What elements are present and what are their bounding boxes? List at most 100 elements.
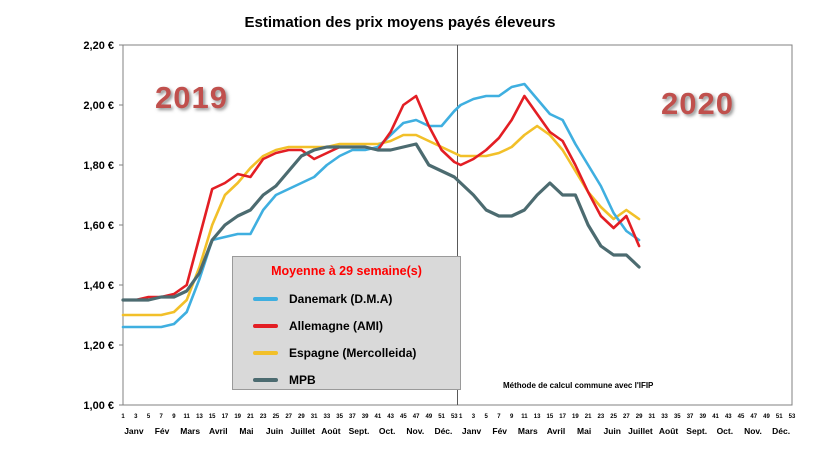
legend-item-allemagne: Allemagne (AMI) <box>233 312 460 339</box>
legend-item-espagne: Espagne (Mercolleida) <box>233 339 460 366</box>
week-tick-label: 47 <box>413 414 420 420</box>
week-tick-label: 49 <box>763 414 770 420</box>
month-label: Fév <box>155 426 170 436</box>
week-tick-label: 27 <box>623 414 630 420</box>
month-label: Avril <box>547 426 566 436</box>
week-tick-label: 31 <box>311 414 318 420</box>
month-label: Juin <box>266 426 283 436</box>
legend-label: Danemark (D.M.A) <box>289 291 393 306</box>
week-tick-label: 31 <box>648 414 655 420</box>
week-tick-label: 19 <box>234 414 241 420</box>
month-label: Août <box>659 426 679 436</box>
month-label: Juillet <box>628 426 653 436</box>
week-tick-label: 25 <box>610 414 617 420</box>
espagne-line-swatch-icon <box>253 350 278 355</box>
month-label: Nov. <box>406 426 424 436</box>
week-tick-label: 37 <box>349 414 356 420</box>
y-tick-label: 1,60 € <box>83 220 114 232</box>
week-tick-label: 5 <box>147 414 151 420</box>
month-label: Avril <box>209 426 228 436</box>
week-tick-label: 47 <box>750 414 757 420</box>
week-tick-label: 45 <box>738 414 745 420</box>
month-label: Janv <box>124 426 144 436</box>
week-tick-label: 17 <box>559 414 566 420</box>
month-label: Déc. <box>772 426 790 436</box>
week-tick-label: 37 <box>687 414 694 420</box>
week-tick-label: 25 <box>273 414 280 420</box>
week-tick-label: 17 <box>222 414 229 420</box>
week-tick-label: 11 <box>521 414 528 420</box>
week-tick-label: 33 <box>661 414 668 420</box>
month-label: Janv <box>462 426 482 436</box>
legend-label: Espagne (Mercolleida) <box>289 345 417 360</box>
allemagne-line-swatch-icon <box>253 323 278 328</box>
y-tick-label: 2,00 € <box>83 100 114 112</box>
legend-item-danemark: Danemark (D.M.A) <box>233 285 460 312</box>
series-line-mpb <box>121 142 641 302</box>
week-tick-label: 11 <box>184 414 191 420</box>
y-tick-label: 1,80 € <box>83 160 114 172</box>
legend-label: Allemagne (AMI) <box>289 318 384 333</box>
month-label: Déc. <box>434 426 452 436</box>
month-label: Mai <box>577 426 591 436</box>
calculation-method-note: Méthode de calcul commune avec l'IFIP <box>503 381 654 390</box>
week-tick-label: 5 <box>484 414 488 420</box>
week-tick-label: 53 <box>789 414 796 420</box>
month-label: Sept. <box>686 426 707 436</box>
month-label: Oct. <box>379 426 396 436</box>
month-label: Mai <box>239 426 253 436</box>
week-tick-label: 23 <box>260 414 267 420</box>
legend-title: Moyenne à 29 semaine(s) <box>271 264 422 278</box>
week-tick-label: 9 <box>172 414 176 420</box>
week-tick-label: 29 <box>636 414 643 420</box>
week-tick-label: 13 <box>534 414 541 420</box>
week-tick-label: 23 <box>598 414 605 420</box>
y-tick-label: 2,20 € <box>83 40 114 52</box>
series-line-allemagne <box>121 94 641 302</box>
month-label: Sept. <box>349 426 370 436</box>
week-tick-label: 33 <box>324 414 331 420</box>
week-tick-label: 21 <box>585 414 592 420</box>
week-tick-label: 35 <box>336 414 343 420</box>
week-tick-label: 45 <box>400 414 407 420</box>
week-tick-label: 7 <box>497 414 501 420</box>
y-tick-label: 1,40 € <box>83 280 114 292</box>
week-tick-label: 41 <box>712 414 719 420</box>
week-tick-label: 1 <box>459 414 463 420</box>
legend-item-mpb: MPB <box>233 366 460 393</box>
week-tick-label: 29 <box>298 414 305 420</box>
month-label: Nov. <box>744 426 762 436</box>
week-tick-label: 13 <box>196 414 203 420</box>
week-tick-label: 43 <box>725 414 732 420</box>
week-tick-label: 35 <box>674 414 681 420</box>
week-tick-label: 51 <box>438 414 445 420</box>
week-tick-label: 41 <box>375 414 382 420</box>
week-tick-label: 53 <box>451 414 458 420</box>
danemark-line-swatch-icon <box>253 296 278 301</box>
month-label: Juin <box>604 426 621 436</box>
year-label-2019: 2019 <box>155 80 228 115</box>
legend-label: MPB <box>289 372 316 387</box>
month-label: Août <box>321 426 341 436</box>
week-tick-label: 3 <box>472 414 476 420</box>
month-label: Mars <box>518 426 538 436</box>
month-label: Mars <box>180 426 200 436</box>
week-tick-label: 49 <box>425 414 432 420</box>
y-tick-label: 1,20 € <box>83 340 114 352</box>
week-tick-label: 39 <box>362 414 369 420</box>
year-label-2020: 2020 <box>661 86 734 121</box>
week-tick-label: 39 <box>699 414 706 420</box>
chart-legend: Moyenne à 29 semaine(s) Danemark (D.M.A)… <box>232 256 461 390</box>
week-tick-label: 9 <box>510 414 514 420</box>
week-tick-label: 7 <box>160 414 164 420</box>
month-label: Juillet <box>290 426 315 436</box>
month-label: Oct. <box>717 426 734 436</box>
week-tick-label: 15 <box>547 414 554 420</box>
week-tick-label: 43 <box>387 414 394 420</box>
week-tick-label: 27 <box>285 414 292 420</box>
month-label: Fév <box>492 426 507 436</box>
week-tick-label: 15 <box>209 414 216 420</box>
week-tick-label: 21 <box>247 414 254 420</box>
y-tick-label: 1,00 € <box>83 400 114 412</box>
